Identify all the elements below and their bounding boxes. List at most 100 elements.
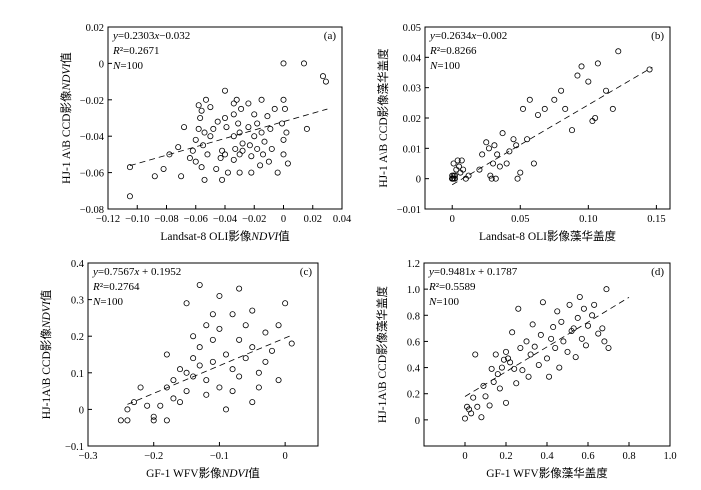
data-point [248, 169, 255, 176]
y-axis-label: HJ-1A\B CCD影像NDVI值 [40, 289, 53, 419]
data-point [230, 156, 237, 163]
data-point [251, 111, 258, 118]
data-point [554, 308, 561, 315]
y-axis-label: HJ-1 A\B CCD影像NDVI值 [60, 52, 73, 184]
data-point [510, 136, 517, 143]
data-point [209, 358, 216, 365]
data-point [265, 158, 272, 165]
x-axis-label: GF-1 WFV影像NDVI值 [146, 467, 260, 480]
x-axis-label: Landsat-8 OLI影像NDVI值 [160, 230, 290, 243]
data-point [271, 105, 278, 112]
data-point [236, 129, 243, 136]
data-point [190, 333, 197, 340]
data-point [239, 147, 246, 154]
x-tick-label: 0.8 [622, 451, 635, 462]
data-point [251, 133, 258, 140]
data-point [230, 111, 237, 118]
y-tick-label: −0.1 [65, 442, 84, 453]
data-point [582, 342, 589, 349]
y-tick-label: 0.05 [403, 23, 421, 34]
data-point [451, 172, 458, 179]
x-tick-label: 0.02 [304, 214, 322, 225]
annotation: N=100 [92, 296, 124, 308]
data-point [535, 361, 542, 368]
y-tick-label: 1.2 [407, 259, 420, 270]
data-point [204, 151, 211, 158]
data-point [175, 144, 182, 151]
data-point [261, 138, 268, 145]
annotation: N=100 [429, 60, 461, 72]
data-point [198, 164, 205, 171]
data-point [479, 151, 486, 158]
data-point [548, 335, 555, 342]
data-point [190, 355, 197, 362]
data-point [534, 111, 541, 118]
annotation: N=100 [112, 60, 144, 72]
data-point [490, 378, 497, 385]
data-point [222, 351, 229, 358]
data-point [216, 384, 223, 391]
data-point [209, 311, 216, 318]
y-tick-label: −0.04 [80, 132, 105, 143]
data-point [487, 172, 494, 179]
data-point [566, 301, 573, 308]
y-tick-label: 0.02 [403, 114, 421, 125]
data-point [498, 364, 505, 371]
data-point [451, 175, 458, 182]
data-point [646, 66, 653, 73]
data-point [558, 318, 565, 325]
data-point [217, 155, 224, 162]
data-point [523, 338, 530, 345]
y-tick-label: 0.3 [71, 296, 84, 307]
data-point [260, 151, 267, 158]
data-point [280, 96, 287, 103]
data-point [201, 176, 208, 183]
data-point [499, 130, 506, 137]
data-point [456, 163, 463, 170]
data-point [236, 169, 243, 176]
data-point [509, 329, 516, 336]
data-point [163, 417, 170, 424]
data-point [541, 105, 548, 112]
x-tick-label: 0 [450, 214, 455, 225]
data-point [262, 358, 269, 365]
data-point [203, 377, 210, 384]
data-point [500, 356, 507, 363]
data-point [560, 338, 567, 345]
data-point [485, 145, 492, 152]
x-tick-label: 0 [281, 214, 286, 225]
data-point [283, 129, 290, 136]
data-point [322, 78, 329, 85]
data-point [450, 160, 457, 167]
fit-line [452, 66, 653, 186]
annotation: y=0.7567x + 0.1952 [92, 266, 181, 278]
y-tick-label: 0.4 [407, 364, 421, 375]
data-point [249, 399, 256, 406]
data-point [585, 78, 592, 85]
data-point [197, 115, 204, 122]
data-point [249, 307, 256, 314]
data-point [615, 48, 622, 55]
data-point [578, 335, 585, 342]
data-point [130, 399, 137, 406]
data-point [591, 301, 598, 308]
data-point [268, 347, 275, 354]
data-point [137, 384, 144, 391]
y-tick-label: 0 [415, 416, 420, 427]
data-point [488, 365, 495, 372]
data-point [284, 160, 291, 167]
data-point [526, 96, 533, 103]
y-axis-label: HJ-1A\B CCD影像藻华盖度 [375, 285, 389, 423]
y-tick-label: 0.4 [71, 259, 85, 270]
y-tick-label: 0.03 [403, 84, 421, 95]
data-point [178, 173, 185, 180]
data-point [274, 169, 281, 176]
x-tick-label: −0.04 [213, 214, 238, 225]
x-tick-label: 0.04 [333, 214, 352, 225]
data-point [255, 384, 262, 391]
fit-line [129, 108, 328, 167]
data-point [515, 305, 522, 312]
data-point [531, 343, 538, 350]
y-tick-label: 0.01 [403, 144, 421, 155]
